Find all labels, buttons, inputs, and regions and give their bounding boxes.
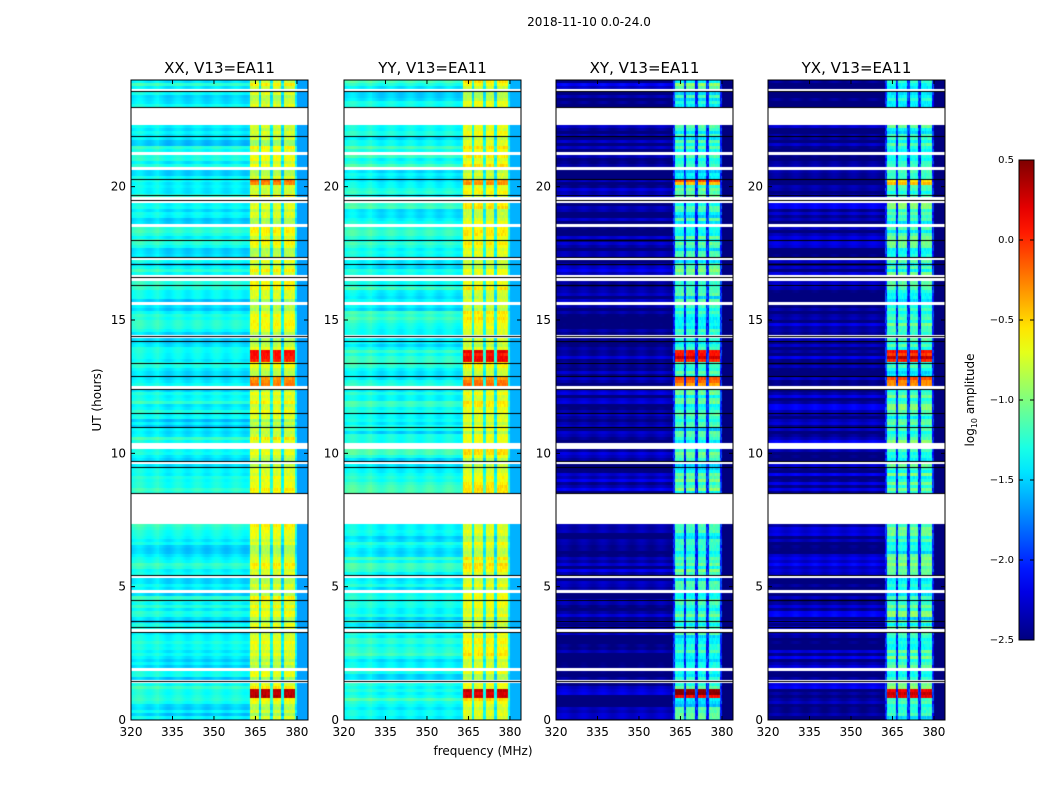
y-tick-label: 20 — [536, 180, 551, 194]
y-axis-label: UT (hours) — [90, 368, 104, 431]
y-tick-label: 15 — [536, 313, 551, 327]
y-tick-label: 10 — [111, 446, 126, 460]
colorbar-tick-label: −2.5 — [990, 635, 1014, 646]
x-tick-label: 350 — [416, 725, 439, 739]
heatmap-1 — [131, 80, 308, 720]
y-tick-label: 15 — [324, 313, 339, 327]
y-tick-label: 5 — [543, 580, 551, 594]
y-tick-label: 0 — [118, 713, 126, 727]
axes-frame-2 — [343, 79, 522, 721]
y-tick-label: 5 — [331, 580, 339, 594]
x-tick-label: 365 — [669, 725, 692, 739]
x-tick-label: 350 — [628, 725, 651, 739]
y-tick-label: 20 — [748, 180, 763, 194]
y-tick-label: 0 — [543, 713, 551, 727]
x-tick-label: 380 — [498, 725, 521, 739]
x-tick-label: 335 — [586, 725, 609, 739]
x-tick-label: 335 — [374, 725, 397, 739]
colorbar-label: log10 amplitude — [963, 354, 979, 447]
y-tick-label: 5 — [755, 580, 763, 594]
y-tick-label: 20 — [324, 180, 339, 194]
colorbar-tick-label: −2.0 — [990, 555, 1014, 566]
x-tick-label: 380 — [285, 725, 308, 739]
heatmap-4 — [768, 80, 945, 720]
x-tick-label: 320 — [120, 725, 143, 739]
y-tick-label: 0 — [331, 713, 339, 727]
panel-title-1: XX, V13=EA11 — [164, 59, 275, 77]
panel-title-4: YX, V13=EA11 — [801, 59, 912, 77]
x-tick-label: 365 — [457, 725, 480, 739]
heatmap-3 — [556, 80, 733, 720]
heatmap-2 — [344, 80, 521, 720]
x-tick-label: 380 — [922, 725, 945, 739]
panel-title-3: XY, V13=EA11 — [590, 59, 700, 77]
x-tick-label: 335 — [161, 725, 184, 739]
x-tick-label: 350 — [840, 725, 863, 739]
colorbar-tick-label: −1.0 — [990, 395, 1014, 406]
colorbar-tick-label: 0.5 — [998, 155, 1014, 166]
y-tick-label: 0 — [755, 713, 763, 727]
y-tick-label: 10 — [748, 446, 763, 460]
x-tick-label: 320 — [333, 725, 356, 739]
axes-frame-3 — [555, 79, 734, 721]
x-tick-label: 320 — [545, 725, 568, 739]
x-tick-label: 365 — [881, 725, 904, 739]
y-tick-label: 5 — [118, 580, 126, 594]
y-tick-label: 10 — [536, 446, 551, 460]
colorbar-tick-label: −0.5 — [990, 315, 1014, 326]
y-tick-label: 15 — [748, 313, 763, 327]
x-tick-label: 380 — [710, 725, 733, 739]
colorbar-tick-label: 0.0 — [998, 235, 1014, 246]
y-tick-label: 20 — [111, 180, 126, 194]
y-tick-label: 15 — [111, 313, 126, 327]
x-tick-label: 365 — [244, 725, 267, 739]
suptitle: 2018-11-10 0.0-24.0 — [527, 15, 651, 29]
x-tick-label: 350 — [203, 725, 226, 739]
axes-frame-1 — [130, 79, 309, 721]
x-axis-label: frequency (MHz) — [433, 744, 532, 758]
x-tick-label: 320 — [757, 725, 780, 739]
axes-frame-4 — [767, 79, 946, 721]
colorbar-tick-label: −1.5 — [990, 475, 1014, 486]
x-tick-label: 335 — [798, 725, 821, 739]
y-tick-label: 10 — [324, 446, 339, 460]
panel-title-2: YY, V13=EA11 — [377, 59, 487, 77]
